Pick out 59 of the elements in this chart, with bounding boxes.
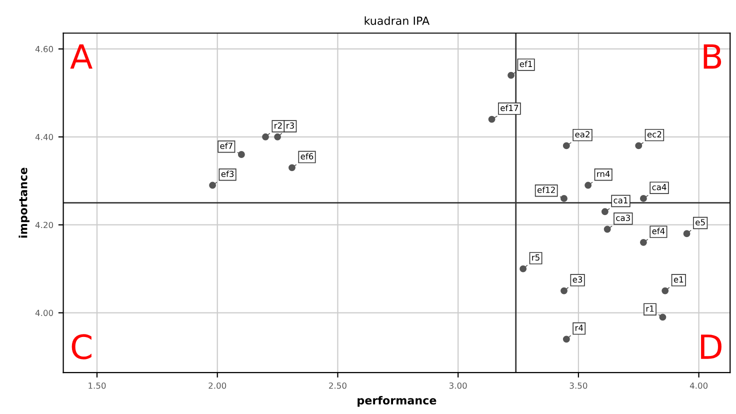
y-axis-title: importance [18, 168, 30, 238]
data-label: ea2 [575, 131, 590, 138]
data-label: e5 [696, 219, 705, 226]
point [640, 238, 647, 246]
data-label: ca3 [616, 214, 630, 222]
data-label: r4 [576, 324, 584, 331]
data-label: r1 [646, 306, 654, 312]
annotation: B [704, 44, 722, 69]
data-label: ef12 [537, 186, 555, 194]
x-tick-label: 4.00 [690, 382, 708, 389]
data-label: ef17 [500, 104, 518, 112]
point [562, 336, 570, 343]
data-label: ca1 [614, 197, 628, 204]
point [601, 208, 608, 216]
y-tick-label: 4.60 [35, 46, 54, 52]
data-label: ef6 [300, 153, 314, 160]
x-tick-label: 1.50 [88, 382, 106, 389]
point [640, 194, 647, 202]
point [662, 287, 669, 294]
point [262, 133, 269, 140]
data-label: ef7 [220, 142, 232, 150]
x-tick-label: 3.50 [570, 382, 588, 389]
y-tick-label: 4.00 [35, 310, 54, 316]
data-label: ec2 [647, 131, 662, 138]
point [584, 182, 592, 189]
data-label: r5 [532, 254, 540, 261]
data-label: e1 [674, 276, 684, 283]
x-tick-label: 3.00 [449, 382, 467, 389]
annotation: D [701, 334, 722, 359]
point [659, 314, 666, 321]
point [488, 116, 496, 123]
y-tick-label: 4.20 [35, 222, 54, 228]
point [508, 72, 515, 79]
data-label: rn4 [597, 170, 610, 177]
point [683, 230, 690, 238]
point [604, 226, 611, 233]
x-axis-title: performance [358, 396, 436, 407]
point [238, 151, 245, 158]
data-label: e3 [572, 276, 582, 283]
data-label: ef3 [221, 170, 234, 178]
annotation: A [70, 44, 92, 69]
point [209, 182, 216, 189]
data-label: r3 [286, 122, 294, 129]
x-tick-label: 2.00 [208, 382, 226, 389]
chart-title: kuadran IPA [364, 16, 430, 25]
data-label: ef1 [520, 60, 532, 68]
x-tick-label: 2.50 [329, 382, 346, 389]
point [562, 142, 570, 150]
point [274, 133, 282, 140]
point [560, 287, 568, 294]
point [635, 142, 642, 150]
point [288, 164, 296, 172]
data-label: ef4 [652, 228, 665, 234]
data-label: r2 [274, 122, 282, 129]
point [560, 194, 568, 202]
annotation: C [72, 334, 92, 360]
data-label: ca4 [652, 184, 666, 190]
y-tick-label: 4.40 [35, 134, 54, 140]
point [520, 265, 527, 272]
